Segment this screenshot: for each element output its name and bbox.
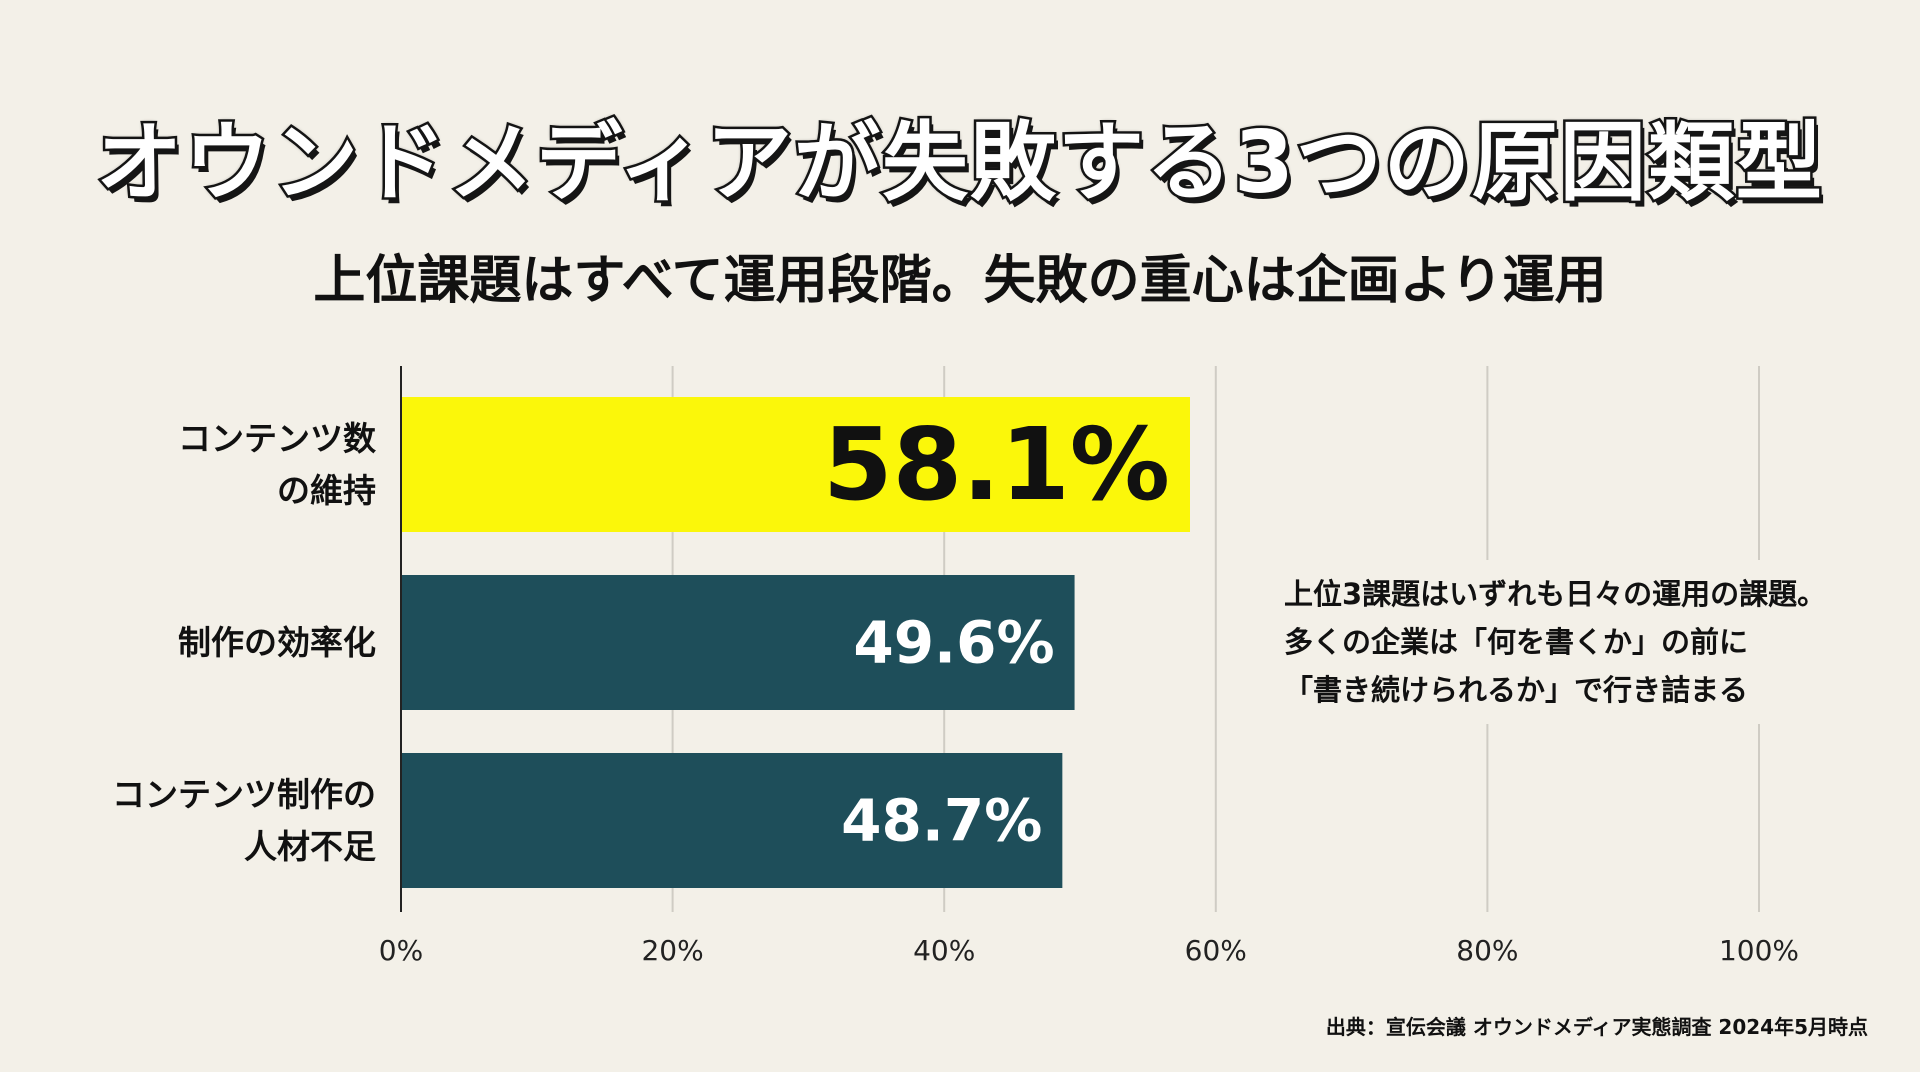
annotation-line-2: 多くの企業は「何を書くか」の前に [1284,625,1749,659]
chart-subtitle: 上位課題はすべて運用段階。失敗の重心は企画より運用 [313,251,1607,311]
annotation-box: 上位3課題はいずれも日々の運用の課題。 多くの企業は「何を書くか」の前に 「書き… [1276,560,1892,724]
annotation-line-3: 「書き続けられるか」で行き詰まる [1284,673,1749,707]
x-tick-label: 80% [1456,934,1518,967]
x-tick-label: 60% [1185,934,1247,967]
category-label: コンテンツ数 の維持 [178,418,376,510]
source-note: 出典：宣伝会議 オウンドメディア実態調査 2024年5月時点 [1325,1015,1868,1039]
x-tick-label: 40% [913,934,975,967]
bar-value-label: 58.1% [823,406,1170,523]
bar-value-label: 48.7% [841,787,1042,855]
category-label: 制作の効率化 [178,622,376,662]
x-tick-label: 100% [1719,934,1799,967]
chart-title: オウンドメディアが失敗する3つの原因類型 [94,111,1825,216]
bar [401,575,1075,710]
bar [401,397,1190,532]
bar [401,753,1063,888]
category-label: コンテンツ制作の 人材不足 [112,774,376,866]
bar-value-label: 49.6% [853,609,1054,677]
x-tick-label: 0% [379,934,423,967]
annotation-line-1: 上位3課題はいずれも日々の運用の課題。 [1284,577,1827,611]
x-tick-label: 20% [641,934,703,967]
